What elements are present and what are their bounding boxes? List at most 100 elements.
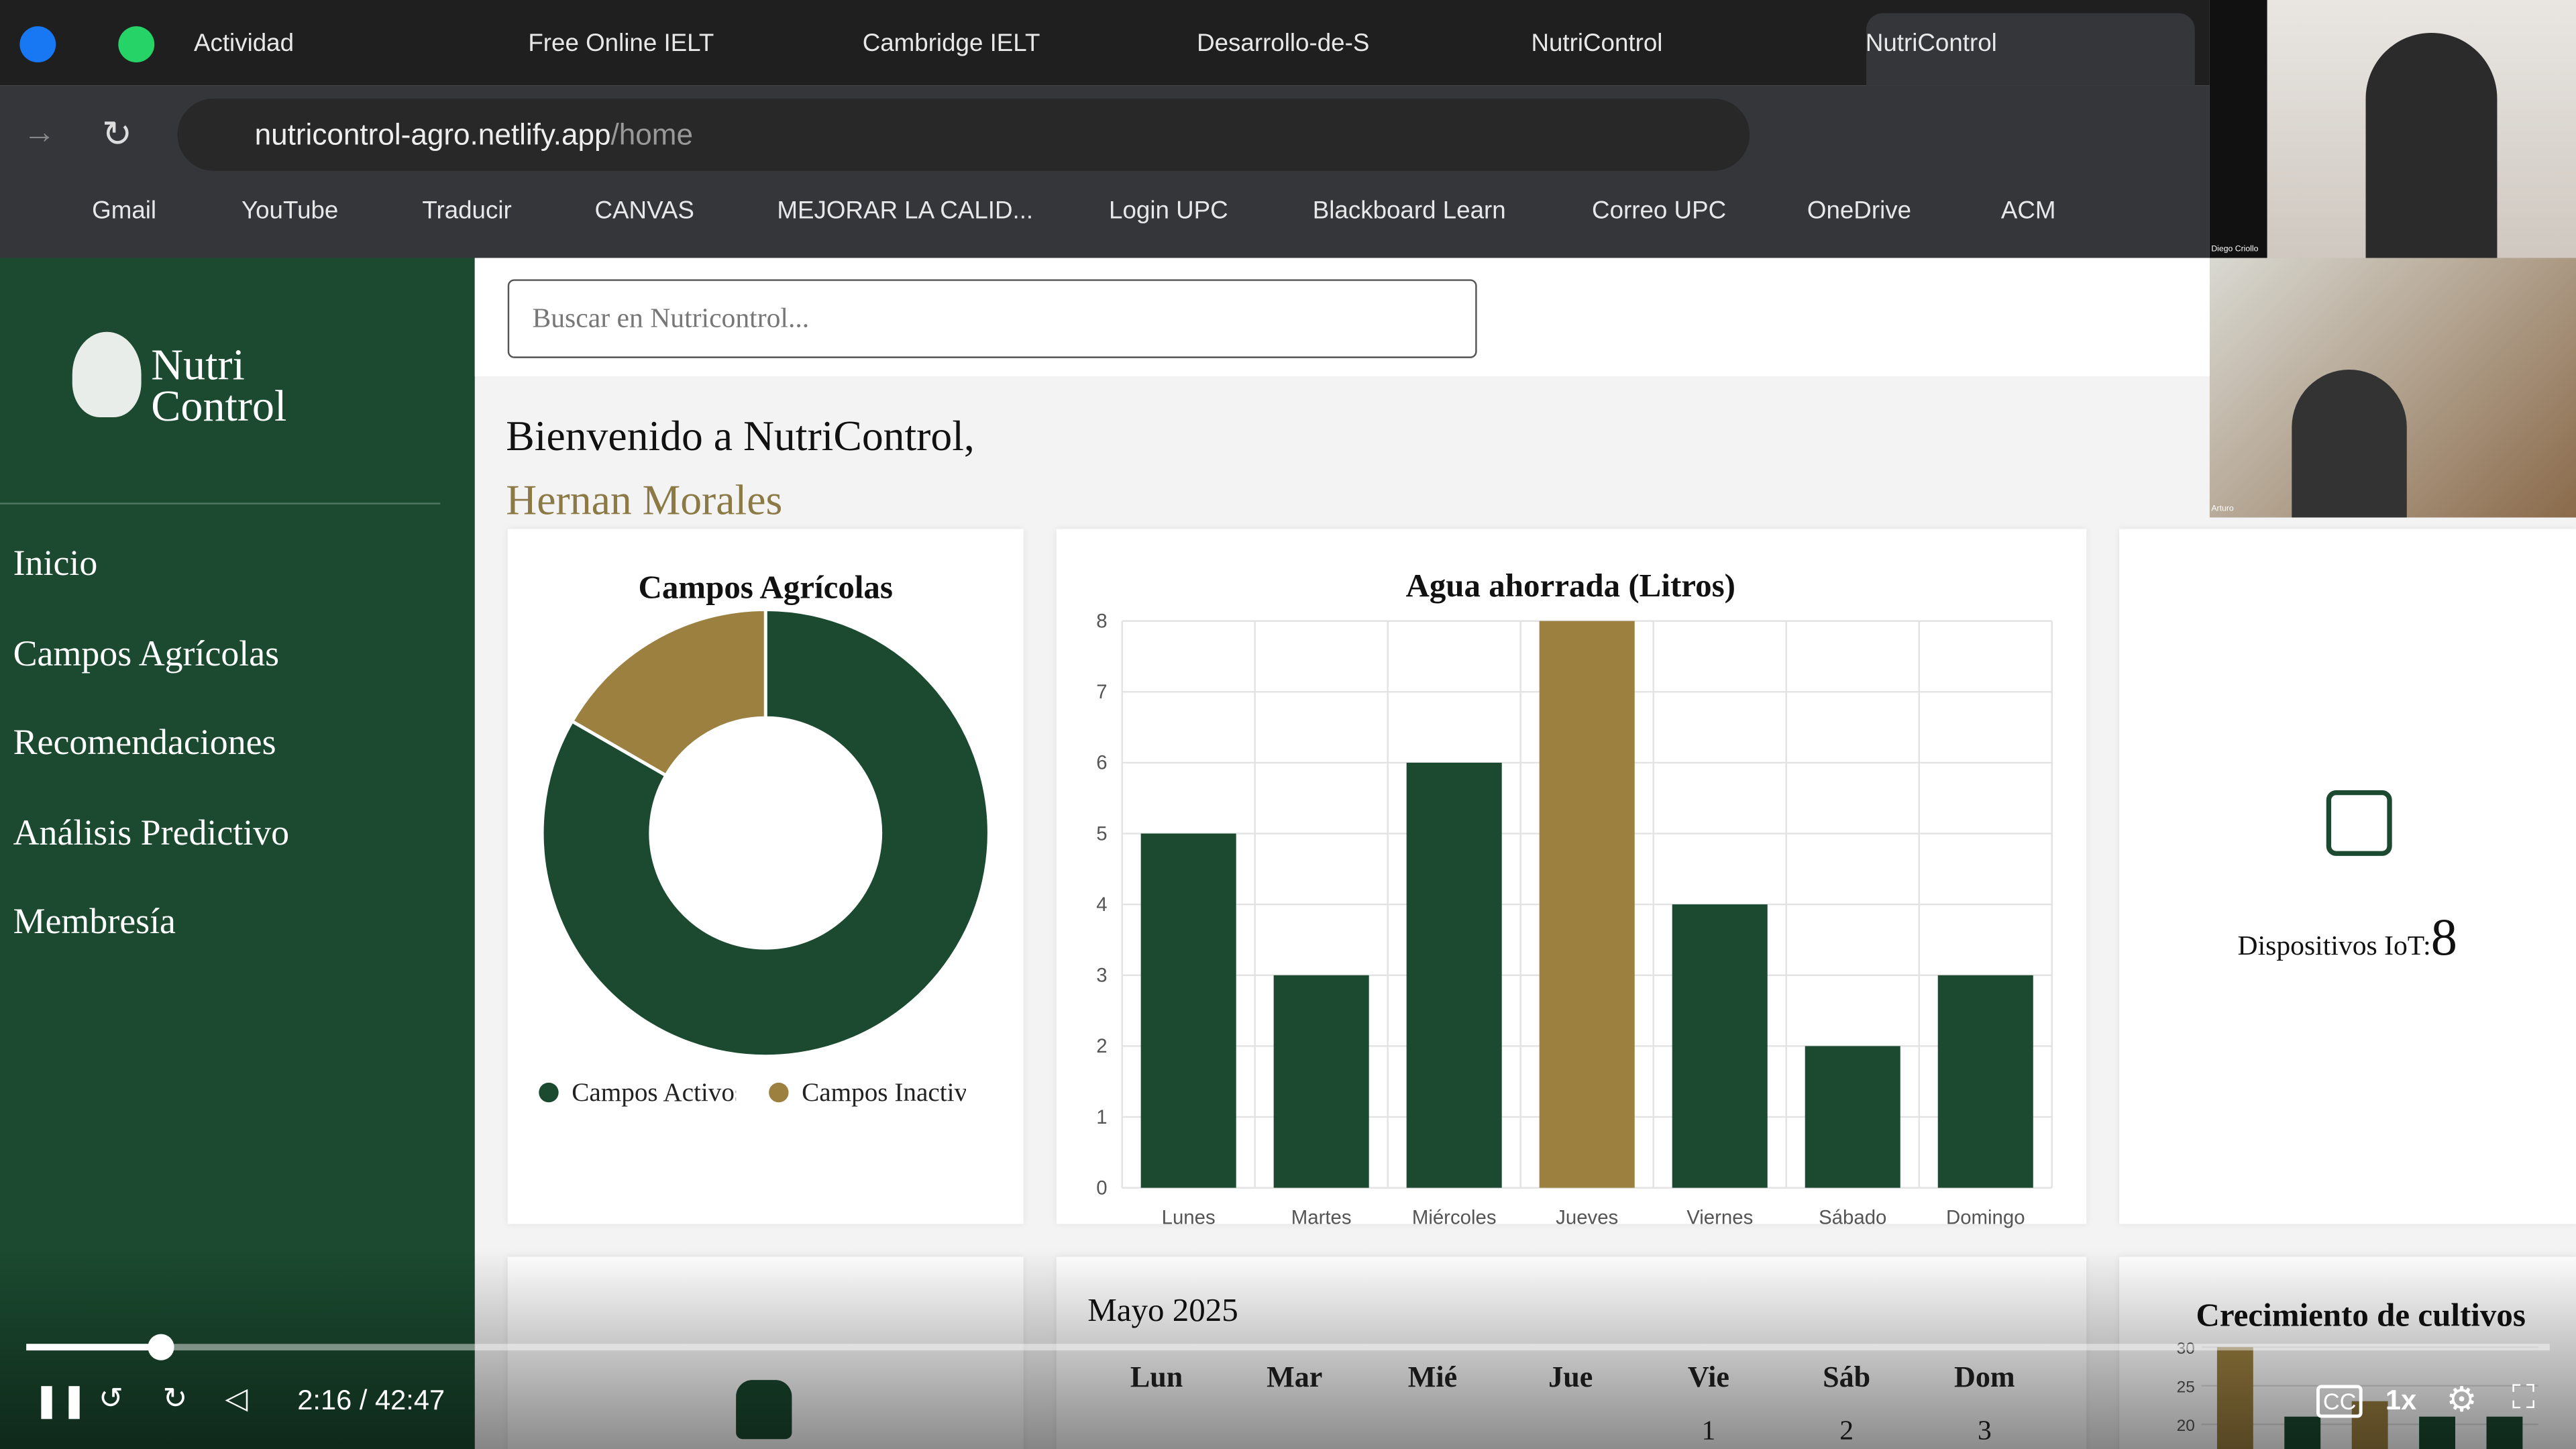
bar (2419, 1416, 2456, 1449)
speed-button[interactable]: 1x (2385, 1385, 2417, 1417)
bookmark[interactable]: Login UPC (1109, 197, 1228, 225)
user-name: Hernan Morales (506, 476, 783, 525)
bar (2351, 1401, 2388, 1449)
tab-title: Actividad (193, 30, 294, 58)
bookmark[interactable]: ACM (2000, 197, 2056, 225)
divider (0, 502, 441, 504)
y-tick-label: 20 (2177, 1417, 2195, 1435)
bookmark[interactable]: Correo UPC (1592, 197, 1727, 225)
iot-icon (2326, 790, 2392, 856)
donut-slice (540, 608, 991, 1059)
facebook-tab[interactable] (19, 26, 56, 63)
search-input[interactable]: Buscar en Nutricontrol... (507, 279, 1477, 358)
legend-label: Campos Inactivos 1 (802, 1079, 966, 1108)
tab-title: NutriControl (1865, 30, 1997, 58)
x-tick-label: Miércoles (1412, 1206, 1497, 1228)
y-tick-label: 0 (1096, 1177, 1107, 1199)
date: 2 (1797, 1415, 1896, 1448)
person-2 (2292, 370, 2407, 518)
nav-item[interactable]: Campos Agrícolas (13, 631, 280, 673)
bar (1672, 904, 1768, 1188)
fullscreen-button[interactable]: ⛶ (2512, 1380, 2535, 1417)
bookmark[interactable]: YouTube (241, 197, 339, 225)
y-tick-label: 6 (1096, 752, 1107, 774)
y-tick-label: 4 (1096, 894, 1107, 916)
bar (1937, 975, 2033, 1188)
settings-button[interactable]: ⚙ (2446, 1381, 2477, 1419)
legend-swatch (539, 1082, 559, 1103)
person-1 (2365, 32, 2498, 258)
tab-strip (0, 0, 2210, 86)
iot-count: 8 (2430, 906, 2457, 967)
y-tick-label: 8 (1096, 610, 1107, 633)
weekday: Dom (1935, 1360, 2034, 1395)
nav-item[interactable]: Membresía (13, 900, 176, 942)
nav-item[interactable]: Inicio (13, 542, 98, 584)
y-tick-label: 3 (1096, 965, 1107, 987)
progress-fill (26, 1344, 162, 1351)
x-tick-label: Jueves (1556, 1206, 1618, 1228)
video-overlay (0, 1248, 2576, 1449)
y-tick-label: 30 (2177, 1340, 2195, 1358)
tab-title: Cambridge IELT (862, 30, 1040, 58)
video-time: 2:16 / 42:47 (297, 1385, 445, 1417)
tab-title: Desarrollo-de-S (1197, 30, 1370, 58)
url-host: nutricontrol-agro.netlify.app (254, 118, 611, 152)
bar (1805, 1046, 1900, 1188)
card (2119, 529, 2576, 1224)
tab-title: NutriControl (1531, 30, 1663, 58)
weekday: Sáb (1797, 1360, 1896, 1395)
x-tick-label: Viernes (1686, 1206, 1753, 1228)
bookmark[interactable]: OneDrive (1807, 197, 1912, 225)
volume-button[interactable]: ◁ (225, 1381, 248, 1415)
bar (2216, 1347, 2253, 1449)
pause-button[interactable]: ❚❚ (32, 1383, 89, 1419)
nav-item[interactable]: Recomendaciones (13, 721, 276, 763)
weekday: Mar (1245, 1360, 1344, 1395)
calendar-title: Mayo 2025 (1087, 1293, 1238, 1330)
date: 3 (1935, 1415, 2034, 1448)
x-tick-label: Sábado (1819, 1206, 1886, 1228)
forward-button[interactable]: → (23, 115, 56, 152)
rewind-button[interactable]: ↺ (98, 1381, 123, 1415)
chart-title: Crecimiento de cultivos (2196, 1296, 2525, 1333)
x-tick-label: Lunes (1162, 1206, 1216, 1228)
participant-name: Arturo (2211, 504, 2234, 515)
card (1056, 1256, 2087, 1449)
weekday: Mié (1383, 1360, 1482, 1395)
reload-button[interactable]: ↻ (101, 113, 132, 155)
logo-line: Nutri (151, 339, 245, 390)
bookmark[interactable]: CANVAS (594, 197, 694, 225)
progress-thumb[interactable] (148, 1334, 174, 1360)
bar (2284, 1416, 2321, 1449)
y-tick-label: 7 (1096, 681, 1107, 703)
progress-track[interactable] (26, 1344, 2550, 1351)
y-tick-label: 1 (1096, 1106, 1107, 1128)
whatsapp-tab[interactable] (118, 26, 155, 63)
captions-button[interactable]: CC (2316, 1385, 2363, 1418)
bar (1406, 762, 1502, 1188)
url-path: /home (610, 118, 694, 152)
welcome: Bienvenido a NutriControl, (506, 412, 975, 460)
bookmark[interactable]: MEJORAR LA CALID... (777, 197, 1034, 225)
iot-summary: Dispositivos IoT:8 (2238, 907, 2457, 968)
nav-item[interactable]: Análisis Predictivo (13, 810, 290, 852)
y-tick-label: 25 (2177, 1379, 2195, 1397)
bar (2486, 1416, 2523, 1449)
donut-slice (570, 608, 767, 778)
legend-item: Campos Inactivos 1 (802, 1079, 966, 1108)
omnibox[interactable] (177, 98, 1750, 171)
y-tick-label: 2 (1096, 1035, 1107, 1057)
bookmark[interactable]: Blackboard Learn (1312, 197, 1506, 225)
url: nutricontrol-agro.netlify.app/home (255, 118, 693, 152)
logo-icon (72, 331, 142, 418)
bookmark[interactable]: Gmail (92, 197, 157, 225)
bookmark[interactable]: Traducir (422, 197, 512, 225)
forward-10-button[interactable]: ↻ (162, 1381, 188, 1415)
legend-item: Campos Activos 5 (572, 1079, 736, 1108)
sidebar (0, 258, 475, 1449)
weekday: Jue (1521, 1360, 1620, 1395)
participant-name: Diego Criollo (2211, 244, 2259, 255)
legend-label: Campos Activos 5 (572, 1079, 736, 1108)
